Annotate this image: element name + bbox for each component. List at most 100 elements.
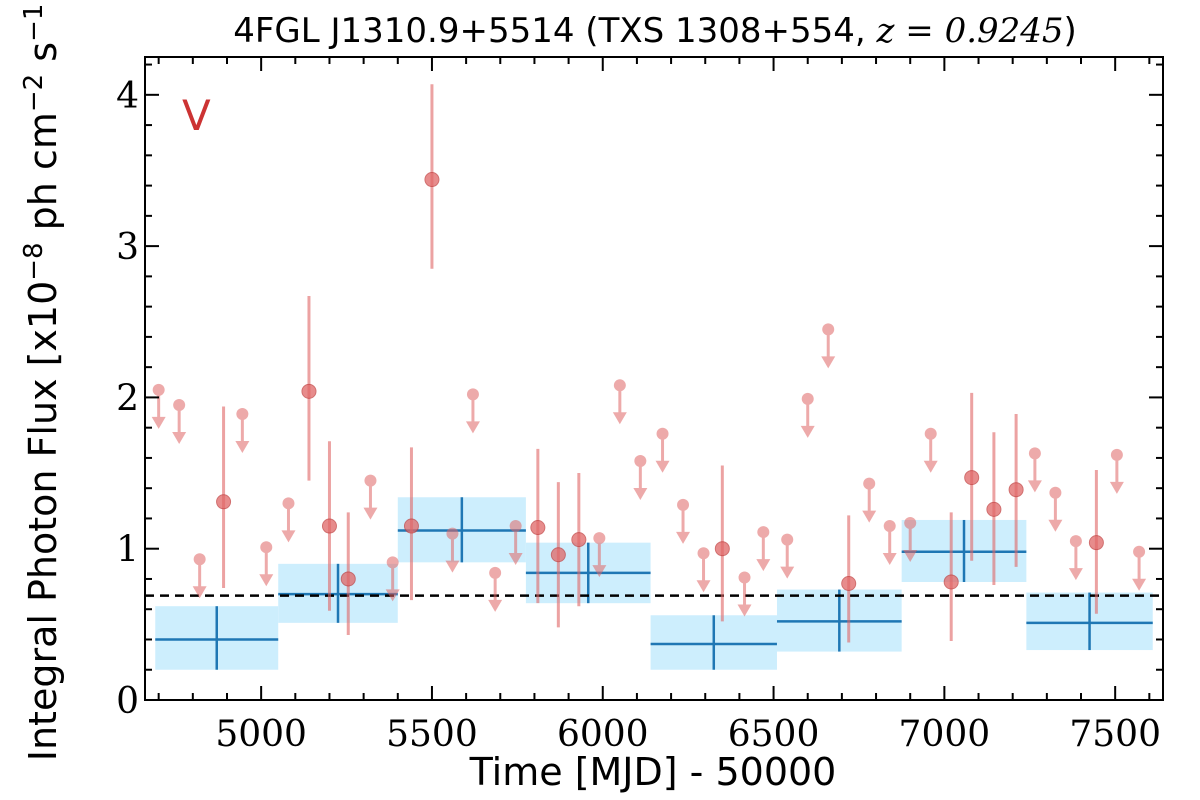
upper-limit-arrow (445, 560, 460, 573)
detection-5 (424, 84, 440, 269)
upper-limit-arrow (696, 580, 711, 593)
upper-limit-arrow (737, 604, 752, 617)
bin-0 (155, 606, 279, 670)
upper-limit-arrow (192, 586, 207, 599)
upper-limit-29 (1068, 535, 1083, 581)
upper-limit-5 (281, 497, 296, 543)
upper-limit-15 (655, 427, 670, 473)
upper-limit-8 (445, 527, 460, 573)
upper-limit-arrow (655, 460, 670, 473)
upper-limit-arrow (780, 566, 795, 579)
upper-limit-marker (738, 571, 751, 584)
upper-limit-31 (1132, 545, 1147, 591)
y-axis-label-exp3: −1 (19, 4, 49, 42)
upper-limit-24 (882, 520, 897, 566)
upper-limit-marker (781, 533, 794, 546)
detection-14 (1008, 414, 1024, 567)
upper-limit-marker (822, 323, 835, 336)
upper-limit-arrow (676, 531, 691, 544)
upper-limit-marker (173, 398, 186, 411)
y-axis-label-part2: ph cm (21, 112, 65, 242)
upper-limit-arrow (1109, 481, 1124, 494)
upper-limit-28 (1048, 486, 1063, 532)
chart-title-prefix: 4FGL J1310.9+5514 (TXS 1308+554, (233, 11, 876, 51)
upper-limit-arrow (756, 559, 771, 572)
upper-limit-1 (172, 398, 187, 444)
upper-limit-arrow (465, 421, 480, 434)
upper-limit-arrow (923, 460, 938, 473)
upper-limit-marker (656, 427, 669, 440)
detection-marker (1008, 482, 1024, 498)
upper-limit-2 (192, 553, 207, 599)
upper-limit-marker (193, 553, 206, 566)
upper-limit-17 (696, 547, 711, 593)
detection-12 (964, 392, 980, 561)
detection-marker (714, 541, 730, 557)
upper-limit-marker (613, 379, 626, 392)
chart-title: 4FGL J1310.9+5514 (TXS 1308+554, z = 0.9… (233, 11, 1077, 51)
upper-limit-arrow (151, 416, 166, 429)
upper-limit-marker (364, 474, 377, 487)
upper-limit-arrow (612, 412, 627, 425)
upper-limit-0 (151, 383, 166, 429)
y-axis-label-exp2: −2 (19, 74, 49, 112)
upper-limit-25 (903, 516, 918, 562)
upper-limit-26 (923, 427, 938, 473)
detection-11 (943, 512, 959, 641)
bin-2 (397, 497, 526, 563)
upper-limit-14 (633, 454, 648, 500)
upper-limit-arrow (862, 510, 877, 523)
upper-limit-13 (612, 379, 627, 425)
upper-limit-marker (883, 520, 896, 533)
upper-limit-marker (1110, 448, 1123, 461)
upper-limit-16 (676, 498, 691, 544)
y-tick-label: 3 (116, 227, 139, 268)
detection-6 (530, 448, 546, 604)
detection-marker (530, 520, 546, 536)
x-tick-label: 5500 (386, 714, 478, 755)
bin-3 (525, 542, 651, 604)
bin-5 (776, 589, 902, 652)
axis-ticks (145, 57, 1163, 701)
y-tick-label: 2 (116, 378, 139, 419)
upper-limit-arrow (1027, 480, 1042, 493)
upper-limits-layer (151, 323, 1147, 617)
detection-7 (550, 482, 566, 628)
upper-limit-22 (821, 323, 836, 369)
y-tick-label: 1 (116, 530, 139, 571)
detection-marker (216, 494, 232, 510)
upper-limit-7 (385, 556, 400, 602)
detection-3 (340, 512, 356, 635)
upper-limit-marker (593, 532, 606, 545)
y-axis-label-part1: Integral Photon Flux [x10 (21, 281, 65, 762)
upper-limit-arrow (172, 431, 187, 444)
upper-limit-arrow (259, 574, 274, 587)
upper-limit-marker (1133, 545, 1146, 558)
upper-limit-19 (756, 526, 771, 572)
upper-limit-marker (904, 516, 917, 529)
upper-limit-12 (592, 532, 607, 578)
detection-marker (301, 383, 317, 399)
upper-limit-10 (488, 566, 503, 612)
detection-13 (986, 432, 1002, 586)
upper-limit-arrow (385, 589, 400, 602)
upper-limit-marker (282, 497, 295, 510)
detection-9 (714, 465, 730, 622)
upper-limit-6 (363, 474, 378, 520)
upper-limit-21 (800, 392, 815, 438)
y-tick-label: 4 (116, 76, 139, 117)
upper-limit-11 (508, 520, 523, 566)
upper-limit-marker (677, 498, 690, 511)
upper-limit-marker (466, 388, 479, 401)
upper-limit-marker (634, 454, 647, 467)
x-tick-label: 7500 (1069, 714, 1161, 755)
upper-limit-3 (235, 408, 250, 454)
upper-limit-27 (1027, 447, 1042, 493)
upper-limit-9 (465, 388, 480, 434)
detection-marker (1088, 535, 1104, 551)
upper-limit-arrow (1132, 578, 1147, 591)
detection-marker (571, 532, 587, 548)
upper-limit-marker (863, 477, 876, 490)
detection-0 (216, 406, 232, 589)
detection-marker (964, 470, 980, 486)
